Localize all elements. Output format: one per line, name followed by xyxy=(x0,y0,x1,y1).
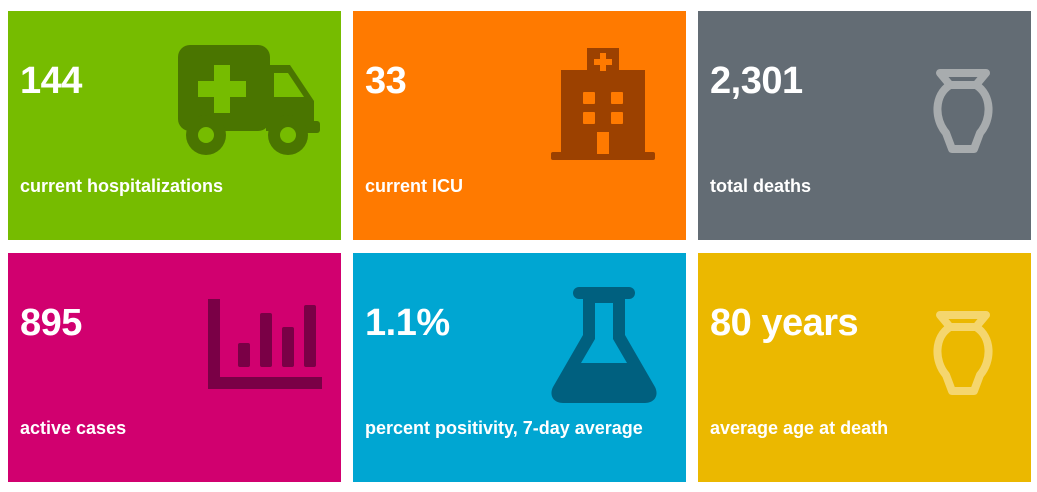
stat-label: current ICU xyxy=(365,176,464,196)
stat-label: percent positivity, 7-day average xyxy=(365,418,643,438)
stat-value: 80 years xyxy=(710,302,859,344)
flask-icon xyxy=(551,287,657,403)
tile-active-cases: 895 active cases xyxy=(8,253,341,482)
urn-icon xyxy=(933,311,993,395)
tile-average-age-at-death: 80 years average age at death xyxy=(698,253,1031,482)
tile-current-hospitalizations: 144 current hospitalizations xyxy=(8,11,341,240)
stat-value: 33 xyxy=(365,60,407,102)
stat-label: current hospitalizations xyxy=(20,176,224,196)
stat-label: average age at death xyxy=(710,418,889,438)
stat-value: 2,301 xyxy=(710,60,803,102)
stat-label: active cases xyxy=(20,418,127,438)
tile-total-deaths: 2,301 total deaths xyxy=(698,11,1031,240)
stat-value: 1.1% xyxy=(365,302,450,344)
tile-percent-positivity: 1.1% percent positivity, 7-day average xyxy=(353,253,686,482)
stat-value: 895 xyxy=(20,302,82,344)
urn-icon xyxy=(933,69,993,153)
ambulance-icon xyxy=(178,45,320,155)
tile-current-icu: 33 current ICU xyxy=(353,11,686,240)
stat-label: total deaths xyxy=(710,176,812,196)
hospital-icon xyxy=(551,48,655,160)
bar-chart-icon xyxy=(208,299,322,389)
stat-value: 144 xyxy=(20,60,82,102)
